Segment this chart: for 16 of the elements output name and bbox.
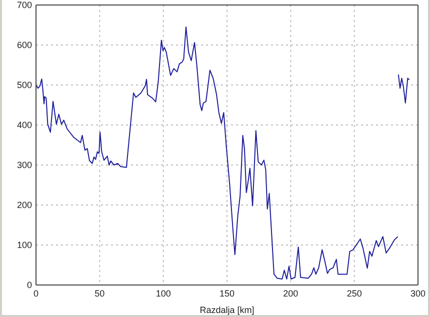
x-tick-label: 100 [156,288,171,298]
x-tick-label: 50 [94,288,105,298]
y-tick-label: 100 [16,240,32,250]
y-tick-label: 600 [16,40,32,50]
y-tick-label: 500 [16,80,32,90]
x-tick-label: 0 [33,288,39,298]
x-tick-label: 150 [219,288,235,298]
y-tick-label: 200 [16,200,32,210]
y-tick-label: 300 [16,160,32,170]
y-tick-label: 700 [16,0,32,10]
y-tick-label: 0 [26,280,32,290]
y-tick-label: 400 [16,120,32,130]
x-tick-label: 250 [346,288,362,298]
x-axis-title: Razdalja [km] [200,305,254,315]
x-tick-label: 200 [283,288,298,298]
x-tick-label: 300 [410,288,426,298]
